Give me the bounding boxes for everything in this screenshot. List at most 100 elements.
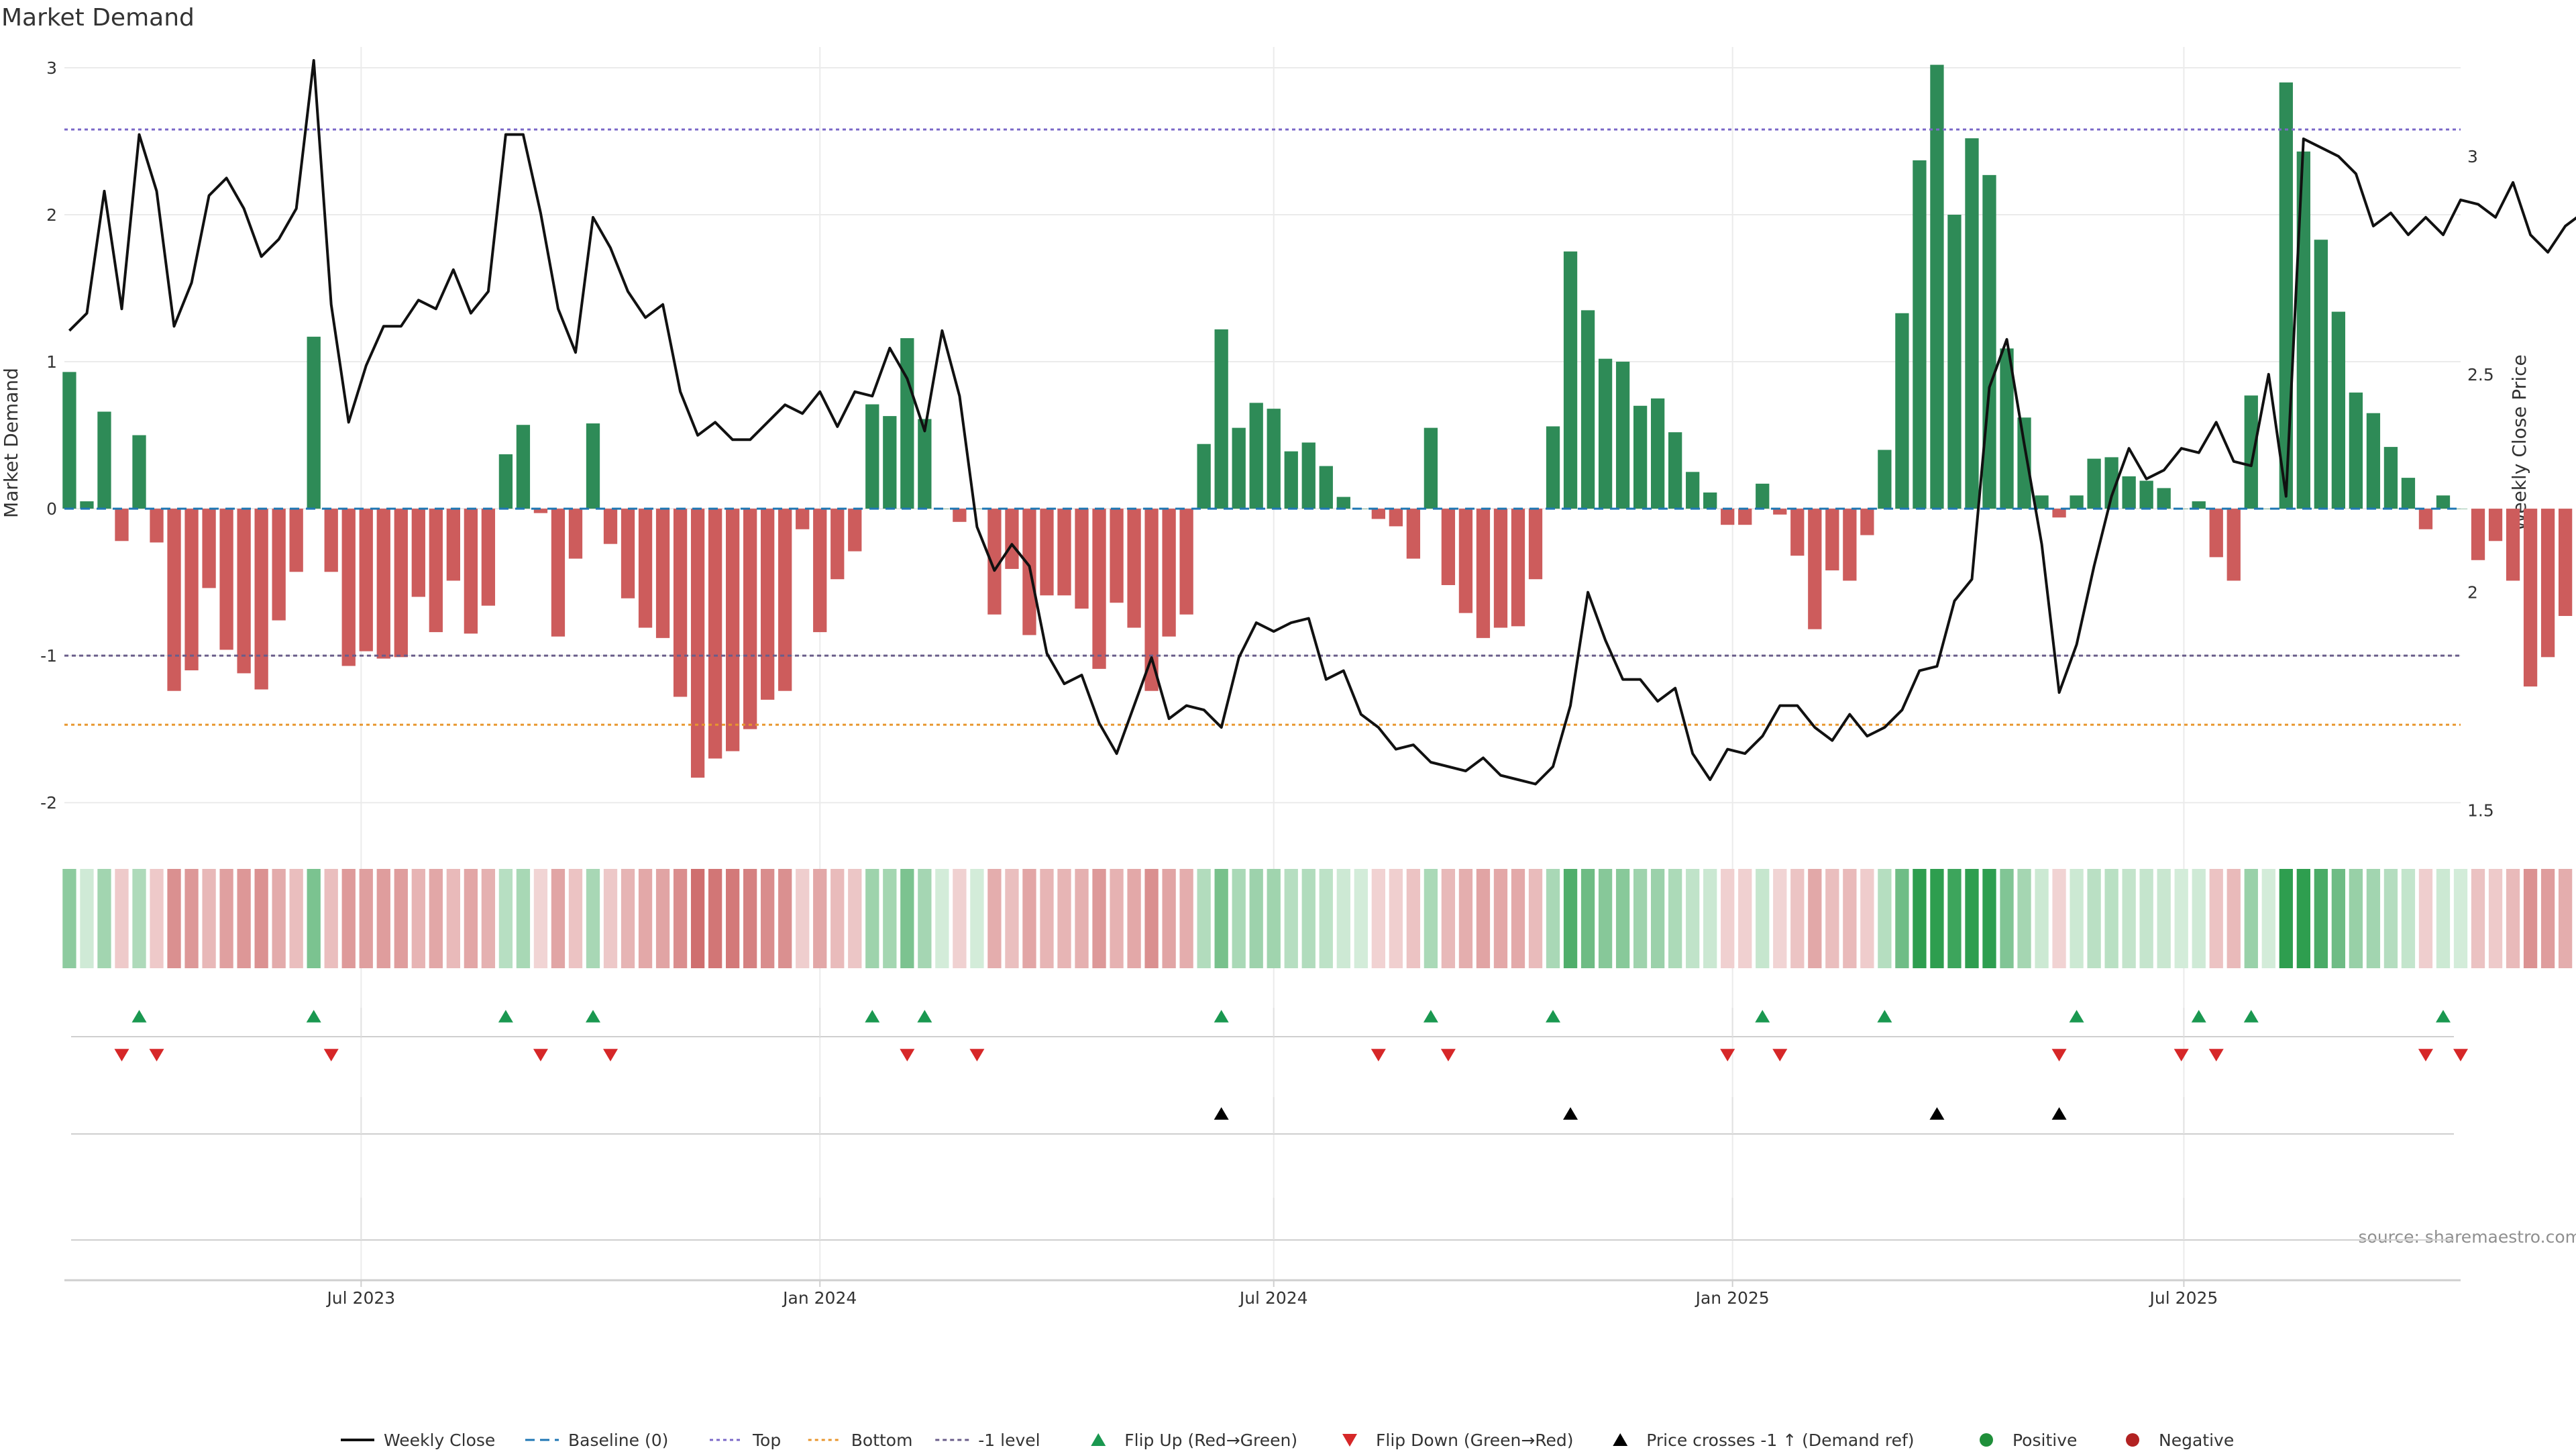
heat-cell [1354,869,1368,968]
demand-bar-positive [1686,472,1699,509]
demand-bar-positive [517,425,530,509]
heat-cell [1564,869,1577,968]
demand-bar-positive [1337,497,1350,509]
demand-bar-negative [1790,509,1804,556]
heat-cell [2419,869,2432,968]
legend-label: Positive [2012,1431,2077,1449]
demand-bar-positive [2332,312,2345,509]
heat-cell [2506,869,2520,968]
demand-bar-positive [1302,443,1316,509]
demand-bar-positive [1250,403,1263,509]
demand-bar-positive [1215,329,1228,509]
heat-cell [1477,869,1490,968]
heat-cell [1878,869,1891,968]
demand-bar-negative [2559,509,2572,616]
demand-bar-negative [2524,509,2537,686]
heat-cell [1965,869,1978,968]
demand-bar-positive [2087,459,2100,509]
demand-bar-negative [1511,509,1525,626]
heat-cell [97,869,111,968]
heat-cell [290,869,303,968]
demand-bar-negative [1808,509,1821,629]
heat-cell [377,869,390,968]
demand-bar-positive [2140,480,2153,509]
heat-cell [569,869,582,968]
demand-bar-positive [1285,452,1298,509]
demand-bar-negative [2210,509,2223,557]
demand-bar-positive [132,435,146,509]
demand-bar-negative [1144,509,1158,691]
demand-bar-positive [1930,65,1943,509]
demand-bar-negative [569,509,582,558]
heat-cell [865,869,879,968]
y-tick-label: 1 [46,352,57,372]
demand-bar-negative [691,509,704,778]
demand-bar-positive [1668,432,1682,509]
heat-cell [726,869,739,968]
heat-cell [132,869,146,968]
demand-bar-negative [1127,509,1140,627]
demand-bar-negative [1005,509,1018,569]
heat-cell [1250,869,1263,968]
legend-label: Flip Up (Red→Green) [1124,1431,1297,1449]
demand-bar-negative [1389,509,1403,526]
heat-cell [551,869,565,968]
heat-cell [656,869,669,968]
heat-cell [691,869,704,968]
heat-cell [970,869,983,968]
heat-cell [412,869,425,968]
y2-tick-label: 2.5 [2467,365,2494,384]
heat-cell [848,869,861,968]
chart-title: Market Demand [1,4,195,32]
demand-bar-positive [865,405,879,509]
demand-bar-positive [1267,409,1281,509]
heat-cell [743,869,757,968]
demand-bar-negative [726,509,739,751]
demand-bar-negative [1860,509,1874,535]
demand-bar-positive [80,501,93,509]
demand-bar-negative [219,509,233,650]
demand-bar-negative [639,509,652,627]
heat-cell [1511,869,1525,968]
demand-bar-positive [2314,240,2328,509]
demand-bar-negative [1843,509,1856,580]
demand-bar-positive [2402,478,2415,509]
heat-cell [2402,869,2415,968]
demand-bar-negative [1721,509,1734,525]
heat-cell [115,869,128,968]
heat-cell [2000,869,2013,968]
demand-bar-positive [1878,450,1891,509]
demand-bar-negative [743,509,757,729]
demand-bar-negative [1825,509,1839,570]
heat-cell [1913,869,1926,968]
demand-bar-positive [1424,428,1438,509]
heat-cell [1790,869,1804,968]
demand-bar-negative [394,509,408,657]
heat-cell [1808,869,1821,968]
heat-cell [2262,869,2275,968]
x-tick-label: Jul 2024 [1238,1288,1308,1308]
demand-bar-positive [1633,406,1647,509]
heat-cell [2454,869,2467,968]
heat-cell [167,869,180,968]
heat-cell [1756,869,1769,968]
heat-cell [674,869,687,968]
demand-bar-negative [604,509,617,544]
heat-cell [778,869,792,968]
heat-cell [1197,869,1211,968]
heat-cell [1179,869,1193,968]
legend-label: Flip Down (Green→Red) [1376,1431,1574,1449]
demand-bar-positive [1546,426,1560,509]
heat-cell [621,869,635,968]
heat-cell [918,869,931,968]
demand-bar-negative [621,509,635,599]
heat-cell [1616,869,1629,968]
heat-cell [184,869,198,968]
demand-bar-negative [167,509,180,691]
heat-cell [1721,869,1734,968]
heat-cell [1947,869,1961,968]
y-axis-label: Market Demand [0,368,22,518]
legend-symbol-negative [2126,1433,2139,1447]
